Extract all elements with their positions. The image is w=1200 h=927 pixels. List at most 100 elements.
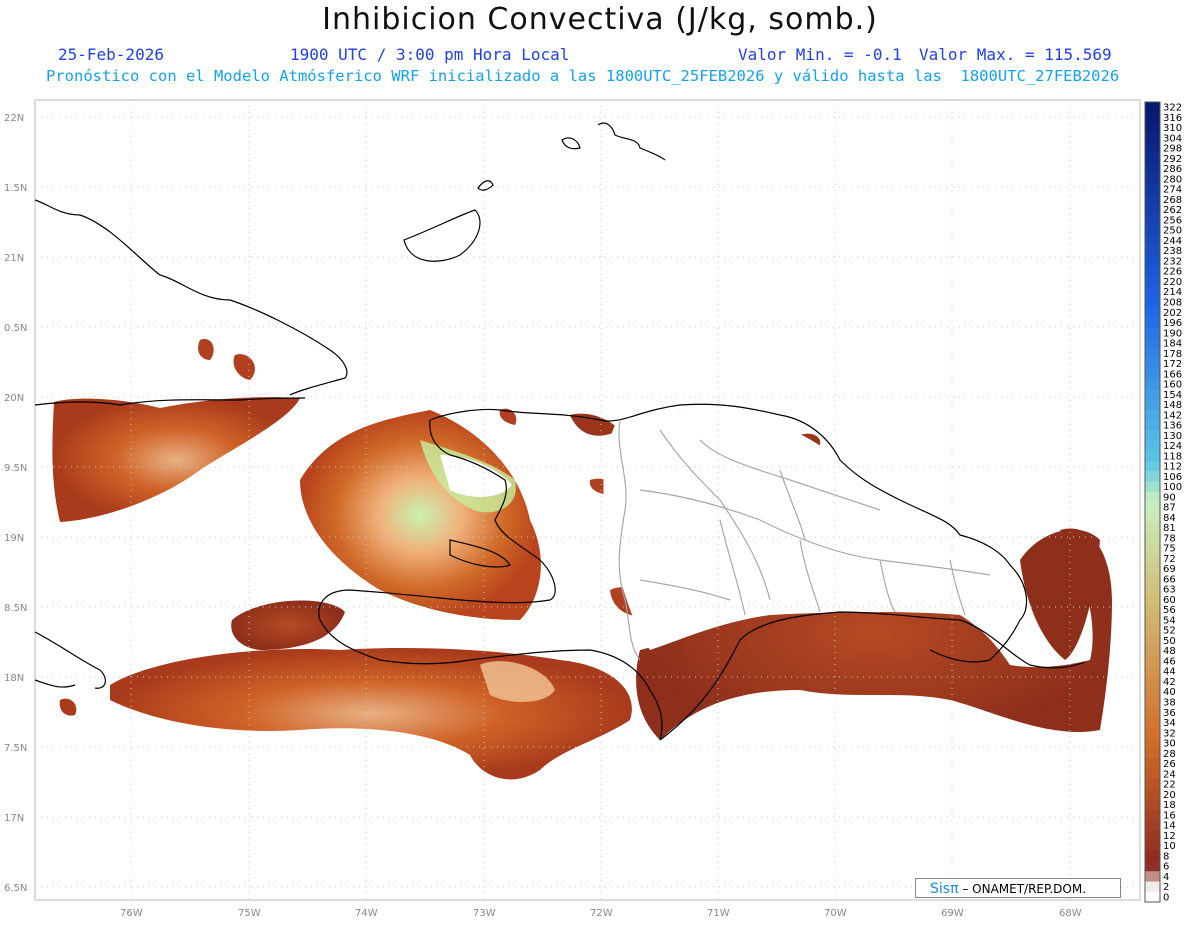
colorbar-label: 226 xyxy=(1163,267,1182,278)
colorbar-swatch xyxy=(1145,543,1160,554)
colorbar-swatch xyxy=(1145,214,1160,226)
colorbar-swatch xyxy=(1145,707,1160,718)
colorbar-swatch xyxy=(1145,532,1160,544)
colorbar-label: 54 xyxy=(1163,615,1176,626)
coastlines xyxy=(34,122,1086,741)
colorbar-label: 196 xyxy=(1163,318,1182,329)
lat-label: 21N xyxy=(4,253,24,264)
colorbar-label: 48 xyxy=(1163,646,1176,657)
colorbar-swatch xyxy=(1145,563,1160,575)
colorbar-swatch xyxy=(1145,522,1160,534)
colorbar-swatch xyxy=(1145,860,1160,872)
colorbar-label: 232 xyxy=(1163,256,1182,267)
forecast-date: 25-Feb-2026 xyxy=(58,45,164,64)
lat-label: 0.5N xyxy=(4,323,27,334)
land-mask xyxy=(440,408,1020,650)
colorbar-swatch xyxy=(1145,204,1160,216)
colorbar-label: 84 xyxy=(1163,513,1176,524)
colorbar-swatch xyxy=(1145,194,1160,206)
colorbar-swatch xyxy=(1145,881,1160,893)
colorbar-swatch xyxy=(1145,512,1160,524)
colorbar-swatch xyxy=(1145,686,1160,698)
colorbar-swatch xyxy=(1145,276,1160,288)
colorbar-swatch xyxy=(1145,891,1160,903)
colorbar-swatch xyxy=(1145,440,1160,452)
colorbar-label: 78 xyxy=(1163,533,1176,544)
colorbar-label: 118 xyxy=(1163,451,1182,462)
colorbar-swatch xyxy=(1145,225,1160,236)
colorbar-label: 106 xyxy=(1163,472,1182,483)
lon-labels: 76W 75W 74W 73W 72W 71W 70W 69W 68W xyxy=(120,908,1082,919)
colorbar-swatch xyxy=(1145,317,1160,329)
colorbar-label: 66 xyxy=(1163,574,1176,585)
colorbar-frame xyxy=(1144,101,1161,903)
colorbar-swatch xyxy=(1145,235,1160,247)
colorbar-swatch xyxy=(1145,348,1160,359)
colorbar-label: 24 xyxy=(1163,769,1176,780)
colorbar-swatch xyxy=(1145,758,1160,770)
colorbar-label: 36 xyxy=(1163,708,1176,719)
colorbar-swatch xyxy=(1145,727,1160,739)
lon-label: 70W xyxy=(824,908,847,919)
colorbar-label: 130 xyxy=(1163,431,1182,442)
colorbar-swatch xyxy=(1145,102,1160,113)
colorbar-label: 100 xyxy=(1163,482,1182,493)
colorbar-label: 40 xyxy=(1163,687,1176,698)
colorbar-label: 87 xyxy=(1163,503,1176,514)
colorbar-label: 268 xyxy=(1163,195,1182,206)
colorbar-swatch xyxy=(1145,696,1160,708)
map-title: Inhibicion Convectiva (J/kg, somb.) xyxy=(322,2,878,37)
colorbar-label: 178 xyxy=(1163,349,1182,360)
colorbar-label: 274 xyxy=(1163,185,1182,196)
colorbar-label: 142 xyxy=(1163,410,1182,421)
colorbar-swatch xyxy=(1145,450,1160,462)
colorbar-swatch xyxy=(1145,460,1160,472)
colorbar-swatch xyxy=(1145,840,1160,852)
colorbar-swatch xyxy=(1145,132,1160,144)
colorbar-label: 316 xyxy=(1163,113,1182,124)
lat-label: 8.5N xyxy=(4,603,27,614)
colorbar-swatch xyxy=(1145,502,1160,513)
colorbar-label: 14 xyxy=(1163,821,1176,832)
colorbar-swatch xyxy=(1145,122,1160,134)
forecast-time: 1900 UTC / 3:00 pm Hora Local xyxy=(290,45,570,64)
colorbar-label: 52 xyxy=(1163,626,1176,637)
colorbar-label: 160 xyxy=(1163,380,1182,391)
colorbar-label: 148 xyxy=(1163,400,1182,411)
colorbar-label: 298 xyxy=(1163,144,1182,155)
colorbar-swatch xyxy=(1145,614,1160,626)
lat-label: 17N xyxy=(4,813,24,824)
colorbar-label: 12 xyxy=(1163,831,1176,842)
colorbar-label: 136 xyxy=(1163,421,1182,432)
colorbar-label: 56 xyxy=(1163,605,1176,616)
colorbar-swatch xyxy=(1145,553,1160,565)
colorbar-label: 26 xyxy=(1163,759,1176,770)
colorbar-label: 292 xyxy=(1163,154,1182,165)
colorbar-label: 69 xyxy=(1163,564,1176,575)
colorbar-label: 20 xyxy=(1163,790,1176,801)
colorbar-swatch xyxy=(1145,748,1160,759)
colorbar-label: 154 xyxy=(1163,390,1182,401)
colorbar-swatch xyxy=(1145,286,1160,298)
lon-label: 71W xyxy=(707,908,730,919)
colorbar-swatch xyxy=(1145,491,1160,503)
value-max: Valor Max. = 115.569 xyxy=(919,45,1112,64)
colorbar-swatch xyxy=(1145,737,1160,749)
colorbar-label: 202 xyxy=(1163,308,1182,319)
colorbar-swatch xyxy=(1145,819,1160,831)
colorbar-swatch xyxy=(1145,112,1160,124)
credit-box: Sisπ – ONAMET/REP.DOM. xyxy=(915,878,1121,898)
lon-label: 68W xyxy=(1059,908,1082,919)
colorbar-label: 34 xyxy=(1163,718,1176,729)
colorbar-label: 238 xyxy=(1163,246,1182,257)
colorbar-label: 286 xyxy=(1163,164,1182,175)
colorbar-swatch xyxy=(1145,163,1160,175)
colorbar-swatch xyxy=(1145,584,1160,595)
colorbar-swatch xyxy=(1145,850,1160,862)
colorbar-swatch xyxy=(1145,717,1160,729)
colorbar-label: 30 xyxy=(1163,739,1176,750)
colorbar-label: 22 xyxy=(1163,780,1176,791)
lat-label: 20N xyxy=(4,393,24,404)
colorbar-swatch xyxy=(1145,676,1160,688)
